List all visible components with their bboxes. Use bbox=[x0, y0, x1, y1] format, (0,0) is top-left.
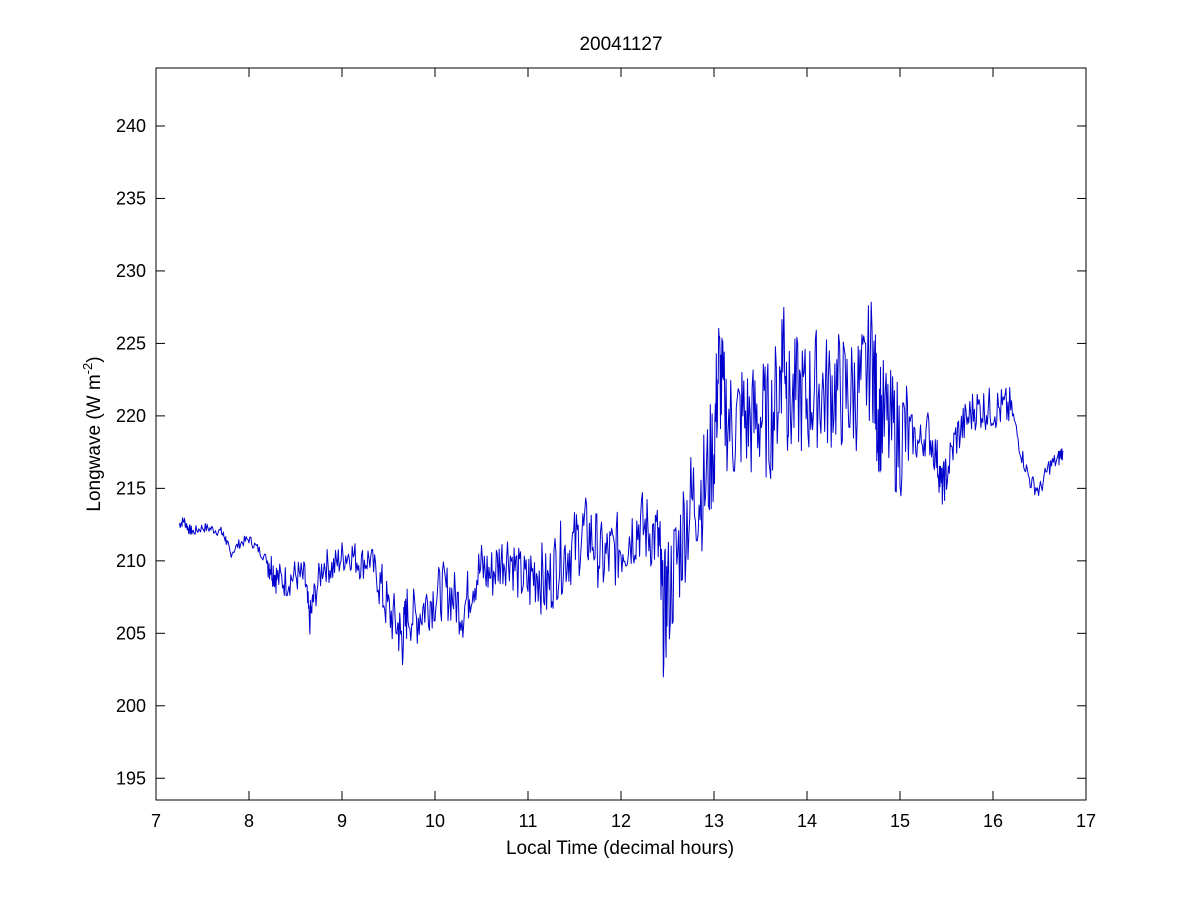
y-tick-label: 200 bbox=[116, 696, 146, 716]
y-axis-title-close: ) bbox=[84, 356, 105, 362]
y-tick-label: 235 bbox=[116, 188, 146, 208]
y-tick-label: 220 bbox=[116, 406, 146, 426]
y-axis-title-exponent: -2 bbox=[80, 363, 95, 375]
x-tick-label: 15 bbox=[890, 811, 910, 831]
chart-title: 20041127 bbox=[579, 34, 662, 55]
y-tick-label: 230 bbox=[116, 261, 146, 281]
x-tick-label: 16 bbox=[983, 811, 1003, 831]
x-axis-ticks: 7 8 9 10 11 12 13 14 15 16 17 bbox=[151, 68, 1096, 831]
plot-area bbox=[155, 67, 1087, 801]
y-tick-label: 210 bbox=[116, 551, 146, 571]
x-tick-label: 13 bbox=[704, 811, 724, 831]
y-axis-ticks: 195 200 205 210 215 220 225 230 235 240 bbox=[116, 116, 1086, 788]
y-tick-label: 240 bbox=[116, 116, 146, 136]
x-tick-label: 10 bbox=[425, 811, 445, 831]
x-axis-title: Local Time (decimal hours) bbox=[506, 838, 734, 859]
y-tick-label: 225 bbox=[116, 333, 146, 353]
x-tick-label: 11 bbox=[519, 811, 538, 831]
y-tick-label: 215 bbox=[116, 478, 146, 498]
y-tick-label: 195 bbox=[116, 768, 146, 788]
x-tick-label: 12 bbox=[611, 811, 631, 831]
x-tick-label: 14 bbox=[797, 811, 817, 831]
x-tick-label: 8 bbox=[244, 811, 254, 831]
y-tick-label: 205 bbox=[116, 623, 146, 643]
x-tick-label: 17 bbox=[1076, 811, 1096, 831]
y-axis-title: Longwave (W m-2) bbox=[80, 356, 105, 511]
y-axis-title-main: Longwave (W m bbox=[84, 374, 105, 511]
x-tick-label: 7 bbox=[151, 811, 161, 831]
x-tick-label: 9 bbox=[337, 811, 347, 831]
longwave-series-line bbox=[178, 301, 1064, 678]
